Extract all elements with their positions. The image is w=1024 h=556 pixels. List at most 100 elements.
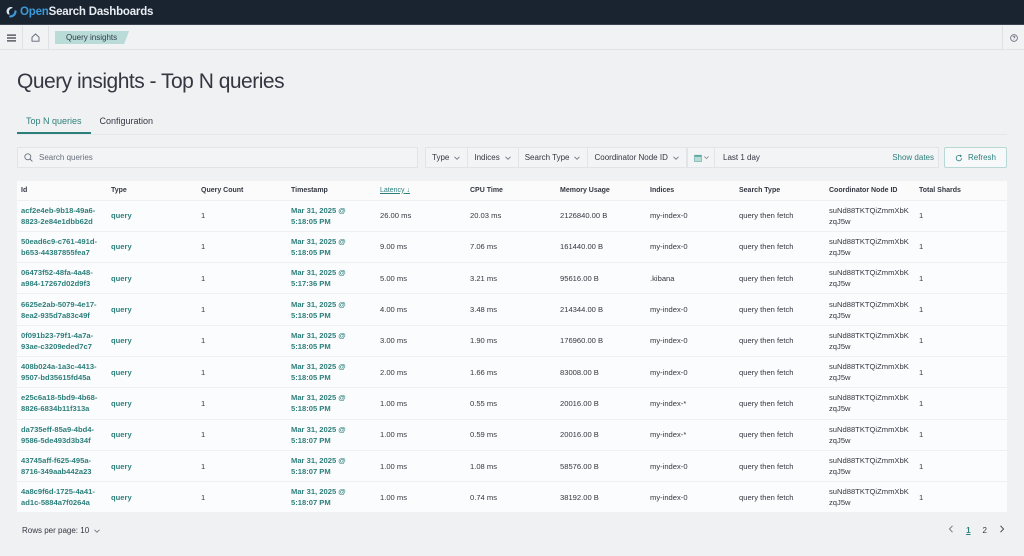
help-button[interactable] [1002, 26, 1024, 50]
column-header-search-type[interactable]: Search Type [735, 181, 825, 201]
latency: 26.00 ms [376, 200, 466, 232]
filter-indices[interactable]: Indices [468, 148, 519, 167]
column-header-id[interactable]: Id [17, 181, 107, 201]
indices: my-index-0 [646, 481, 735, 514]
page-2-button[interactable]: 2 [982, 525, 987, 535]
cpu-time: 1.66 ms [466, 356, 556, 389]
query-id-link[interactable]: 0f091b23-79f1-4a7a- 93ae-c3209eded7c7 [17, 325, 107, 357]
page-title: Query insights - Top N queries [17, 70, 285, 93]
column-header-timestamp[interactable]: Timestamp [287, 181, 376, 201]
refresh-icon [955, 154, 962, 161]
refresh-button[interactable]: Refresh [944, 147, 1007, 168]
cpu-time: 0.59 ms [466, 419, 556, 451]
query-id-link[interactable]: 50ead6c9-c761-491d-b653-44387855fea7 [17, 231, 107, 264]
memory-usage: 20016.00 B [556, 387, 646, 420]
help-icon [1009, 34, 1018, 42]
breadcrumb-query-insights[interactable]: Query insights [55, 31, 129, 44]
date-picker: Last 1 day Show dates [687, 147, 939, 168]
tab-top-n-queries[interactable]: Top N queries [17, 110, 91, 134]
latency: 2.00 ms [376, 356, 466, 389]
indices: my-index-0 [646, 293, 735, 326]
search-input[interactable] [39, 153, 399, 162]
column-header-memory-usage[interactable]: Memory Usage [556, 181, 646, 201]
total-shards: 1 [915, 293, 1007, 326]
home-button[interactable] [23, 25, 49, 50]
memory-usage: 20016.00 B [556, 419, 646, 451]
query-type: query [107, 325, 197, 357]
query-count: 1 [197, 356, 287, 389]
memory-usage: 214344.00 B [556, 293, 646, 326]
sort-descending-icon: ↓ [406, 186, 410, 194]
search-type: query then fetch [735, 387, 825, 420]
search-type: query then fetch [735, 200, 825, 232]
memory-usage: 176960.00 B [556, 325, 646, 357]
filter-search-type[interactable]: Search Type [519, 148, 589, 167]
query-type: query [107, 231, 197, 264]
column-header-type[interactable]: Type [107, 181, 197, 201]
timestamp: Mar 31, 2025 @5:18:05 PM [287, 200, 376, 232]
query-id-link[interactable]: acf2e4eb-9b18-49a6- 8823-2e84e1dbb62d [17, 200, 107, 232]
quick-select-button[interactable] [688, 148, 715, 167]
page-1-button[interactable]: 1 [966, 525, 971, 535]
query-count: 1 [197, 262, 287, 295]
chevron-down-icon [94, 529, 100, 533]
top-header: OpenSearch Dashboards [0, 0, 1024, 25]
latency: 1.00 ms [376, 387, 466, 420]
query-type: query [107, 387, 197, 420]
column-header-coordinator-node-id[interactable]: Coordinator Node ID [825, 181, 915, 201]
rows-per-page-select[interactable]: Rows per page: 10 [22, 526, 100, 535]
indices: my-index-0 [646, 231, 735, 264]
filter-group: Type Indices Search Type Coordinator Nod… [425, 147, 687, 168]
queries-table: Id Type Query Count Timestamp Latency ↓ … [17, 181, 1007, 514]
search-box [17, 147, 418, 168]
query-id-link[interactable]: da735eff-85a9-4bd4- 9586-5de493d3b34f [17, 419, 107, 451]
next-page-button[interactable] [997, 524, 1007, 536]
filter-coordinator-node-id[interactable]: Coordinator Node ID [588, 148, 685, 167]
menu-toggle-button[interactable] [0, 25, 23, 50]
chevron-right-icon [1000, 525, 1005, 533]
column-header-query-count[interactable]: Query Count [197, 181, 287, 201]
table-row: 4a8c9f6d-1725-4a41- ad1c-5884a7f0264a que… [17, 481, 1007, 514]
cpu-time: 1.90 ms [466, 325, 556, 357]
column-header-indices[interactable]: Indices [646, 181, 735, 201]
column-header-cpu-time[interactable]: CPU Time [466, 181, 556, 201]
column-header-latency[interactable]: Latency ↓ [376, 181, 466, 201]
search-type: query then fetch [735, 419, 825, 451]
query-id-link[interactable]: 6625e2ab-5079-4e17- 8ea2-935d7a83c49f [17, 293, 107, 326]
filter-type[interactable]: Type [426, 148, 469, 167]
timestamp: Mar 31, 2025 @5:17:36 PM [287, 262, 376, 295]
chevron-down-icon [673, 156, 679, 160]
query-id-link[interactable]: 408b024a-1a3c-4413- 9507-bd35615fd45a [17, 356, 107, 389]
memory-usage: 2126840.00 B [556, 200, 646, 232]
date-range-value[interactable]: Last 1 day [723, 153, 760, 162]
table-row: e25c6a18-5bd9-4b68- 8826-6834b11f313a que… [17, 387, 1007, 420]
query-type: query [107, 293, 197, 326]
query-type: query [107, 356, 197, 389]
table-header-row: Id Type Query Count Timestamp Latency ↓ … [17, 181, 1007, 201]
query-id-link[interactable]: e25c6a18-5bd9-4b68- 8826-6834b11f313a [17, 387, 107, 420]
coordinator-node-id: suNd88TKTQiZmmXbK zqJ5w [825, 231, 915, 264]
memory-usage: 95616.00 B [556, 262, 646, 295]
rows-per-page-label: Rows per page: 10 [22, 526, 90, 535]
show-dates-link[interactable]: Show dates [892, 153, 934, 162]
opensearch-logo[interactable]: OpenSearch Dashboards [5, 6, 153, 18]
coordinator-node-id: suNd88TKTQiZmmXbK zqJ5w [825, 356, 915, 389]
total-shards: 1 [915, 200, 1007, 232]
previous-page-button[interactable] [946, 524, 956, 536]
query-type: query [107, 262, 197, 295]
coordinator-node-id: suNd88TKTQiZmmXbK zqJ5w [825, 387, 915, 420]
filter-coordinator-node-id-label: Coordinator Node ID [594, 153, 668, 162]
search-type: query then fetch [735, 481, 825, 514]
latency-header-label: Latency [380, 186, 405, 194]
opensearch-logo-icon [6, 6, 17, 18]
column-header-total-shards[interactable]: Total Shards [915, 181, 1007, 201]
query-id-link[interactable]: 4a8c9f6d-1725-4a41- ad1c-5884a7f0264a [17, 481, 107, 514]
coordinator-node-id: suNd88TKTQiZmmXbK zqJ5w [825, 262, 915, 295]
tab-configuration[interactable]: Configuration [99, 116, 154, 126]
search-type: query then fetch [735, 450, 825, 483]
query-id-link[interactable]: 06473f52-48fa-4a48- a984-17267d02d9f3 [17, 262, 107, 295]
table-row: 43745aff-f625-495a- 8716-349aab442a23 que… [17, 450, 1007, 483]
indices: my-index-0 [646, 325, 735, 357]
timestamp: Mar 31, 2025 @5:18:05 PM [287, 293, 376, 326]
query-id-link[interactable]: 43745aff-f625-495a- 8716-349aab442a23 [17, 450, 107, 483]
